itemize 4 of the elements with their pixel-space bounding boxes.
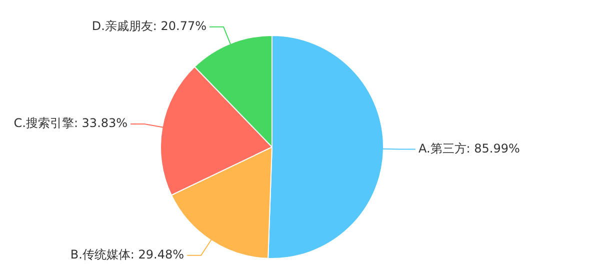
slice-label: C.搜索引擎: 33.83% — [14, 116, 128, 130]
slice-label: B.传统媒体: 29.48% — [70, 247, 184, 262]
slice-label: A.第三方: 85.99% — [418, 141, 520, 156]
slice-label: D.亲戚朋友: 20.77% — [92, 19, 207, 34]
